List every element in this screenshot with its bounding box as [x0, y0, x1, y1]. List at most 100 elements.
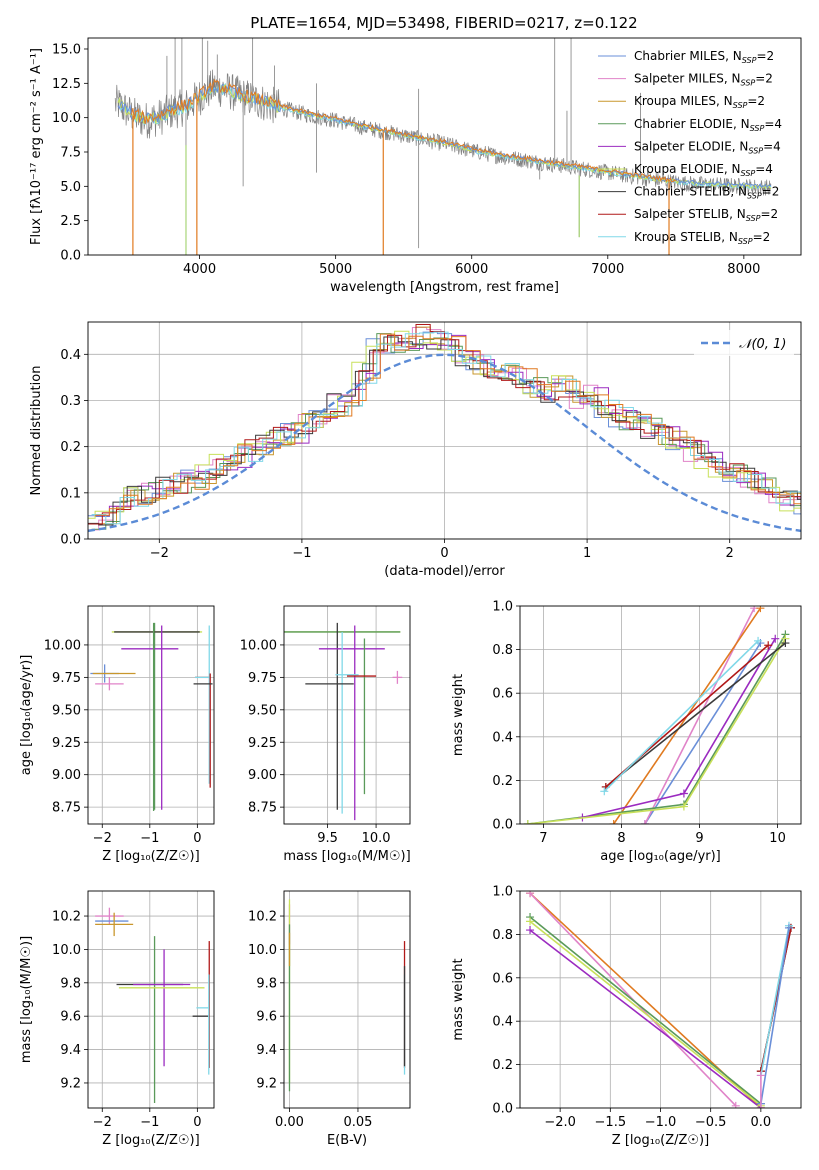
y-tick-label: 0.6: [492, 971, 513, 986]
plot-area: [88, 606, 214, 824]
x-tick-label: 8: [617, 831, 625, 846]
x-tick-label: 7: [539, 831, 547, 846]
x-tick-label: 4000: [183, 262, 216, 277]
y-axis-label: age [log₁₀(age/yr)]: [19, 655, 34, 776]
series-marker: [523, 820, 532, 824]
panel-residuals: −2 −1 0 1 2 0.0 0.1 0.2 0.3 0.4 (data-model)/error…: [29, 321, 802, 579]
y-tick-label: 10.2: [248, 910, 277, 925]
legend-box: [694, 330, 794, 356]
normal-curve: [88, 353, 801, 533]
legend-label: Kroupa STELIB, NSSP=2: [634, 230, 770, 246]
x-tick-label: −2: [93, 1115, 112, 1130]
panel-mass_vs_Z: −2 −1 0 9.2 9.4 9.6 9.8 10.0 10.2 Z [log₁₀(Z/Z☉)]…: [19, 890, 215, 1148]
x-tick-label: 6000: [455, 262, 488, 277]
y-tick-label: 10.0: [248, 943, 277, 958]
y-tick-label: 12.5: [52, 77, 81, 92]
y-tick-label: 0.4: [492, 1015, 513, 1030]
axes-frame: [87, 321, 802, 540]
legend-label: Salpeter STELIB, NSSP=2: [634, 207, 778, 223]
x-tick-label: 0: [440, 546, 448, 561]
x-tick-label: 0.05: [343, 1115, 372, 1130]
y-tick-label: 8.75: [52, 801, 81, 816]
y-tick-label: 0.0: [60, 533, 81, 548]
legend-label: Chabrier MILES, NSSP=2: [634, 49, 774, 65]
x-tick-label: −2: [150, 546, 169, 561]
histogram-series: [88, 330, 801, 519]
x-tick-label: 9: [695, 831, 703, 846]
legend-label: Kroupa MILES, NSSP=2: [634, 94, 765, 110]
series-line: [603, 640, 759, 792]
series-marker: [771, 634, 780, 643]
legend-label: Salpeter MILES, NSSP=2: [634, 72, 773, 88]
histogram-series: [95, 333, 801, 516]
y-tick-label: 0.8: [492, 928, 513, 943]
y-tick-label: 0.2: [492, 774, 513, 789]
y-tick-label: 7.5: [60, 145, 81, 160]
axes-frame: [87, 605, 215, 825]
panel-mass_vs_ebv: 0.00 0.05 9.2 9.4 9.6 9.8 10.0 10.2 E(B-V): [248, 890, 411, 1148]
x-tick-label: 5000: [319, 262, 352, 277]
axes-frame: [87, 890, 215, 1109]
y-tick-label: 9.4: [256, 1043, 277, 1058]
x-tick-label: −1: [292, 546, 311, 561]
axes-frame: [283, 890, 411, 1109]
y-tick-label: 2.5: [60, 214, 81, 229]
x-tick-label: −1.0: [645, 1115, 677, 1130]
series-marker: [609, 820, 618, 824]
y-tick-label: 5.0: [60, 180, 81, 195]
x-tick-label: 0: [193, 831, 201, 846]
y-tick-label: 9.25: [52, 736, 81, 751]
x-axis-label: age [log₁₀(age/yr)]: [600, 849, 721, 864]
y-tick-label: 0.0: [492, 1102, 513, 1117]
y-tick-label: 0.0: [492, 818, 513, 833]
y-tick-label: 9.50: [52, 703, 81, 718]
y-axis-label: mass weight: [451, 674, 466, 756]
y-tick-label: 9.2: [256, 1076, 277, 1091]
model-spectrum: [117, 82, 772, 189]
y-tick-label: 0.0: [60, 249, 81, 264]
plot-area: [114, 38, 772, 255]
y-axis-label: Flux [fλ10⁻¹⁷ erg cm⁻² s⁻¹ A⁻¹]: [29, 48, 44, 245]
x-tick-label: 1: [583, 546, 591, 561]
y-tick-label: 9.8: [256, 976, 277, 991]
x-tick-label: 9.5: [317, 831, 338, 846]
y-tick-label: 0.1: [60, 486, 81, 501]
panels: 4000 5000 6000 7000 80000.02.55.07.510.012.5…: [19, 37, 802, 1148]
y-tick-label: 9.2: [60, 1076, 81, 1091]
axes-frame: [519, 890, 802, 1109]
x-axis-label: Z [log₁₀(Z/Z☉)]: [102, 1133, 199, 1148]
panel-age_vs_mass: 9.5 10.0 8.75 9.00 9.25 9.50 9.75 10.00 mass [lo…: [240, 605, 411, 864]
plot-area: [88, 891, 214, 1108]
y-tick-label: 9.6: [256, 1010, 277, 1025]
plot-area: [520, 891, 801, 1108]
y-tick-label: 1.0: [492, 885, 513, 900]
x-tick-label: 8000: [727, 262, 760, 277]
histogram-series: [88, 324, 801, 525]
x-axis-label: Z [log₁₀(Z/Z☉)]: [612, 1133, 709, 1148]
x-tick-label: 0.00: [275, 1115, 304, 1130]
panel-spectrum: 4000 5000 6000 7000 8000 0.0 2.5 5.0 7.5 10.0 12.5…: [29, 37, 802, 295]
y-tick-label: 0.3: [60, 394, 81, 409]
plot-area: [284, 891, 410, 1108]
legend: Chabrier MILES, NSSP=2 Salpeter MILES, NS…: [598, 49, 782, 246]
x-tick-label: −0.5: [695, 1115, 727, 1130]
legend-label: Chabrier ELODIE, NSSP=4: [634, 117, 782, 133]
series-marker: [784, 923, 793, 932]
series-marker: [756, 1071, 765, 1080]
series-marker: [526, 917, 535, 926]
x-tick-label: 7000: [591, 262, 624, 277]
series-line: [760, 925, 790, 1076]
x-tick-label: −1.5: [595, 1115, 627, 1130]
y-tick-label: 10.2: [52, 910, 81, 925]
legend: 𝒩(0, 1): [694, 330, 794, 356]
histogram-series: [95, 334, 801, 517]
y-axis-label: mass weight: [451, 958, 466, 1040]
y-tick-label: 9.8: [60, 976, 81, 991]
y-tick-label: 9.00: [52, 768, 81, 783]
x-axis-label: wavelength [Angstrom, rest frame]: [330, 280, 559, 295]
model-spectrum: [131, 78, 677, 183]
series-line: [760, 927, 790, 1104]
y-tick-label: 0.6: [492, 687, 513, 702]
series-line: [529, 920, 762, 1107]
